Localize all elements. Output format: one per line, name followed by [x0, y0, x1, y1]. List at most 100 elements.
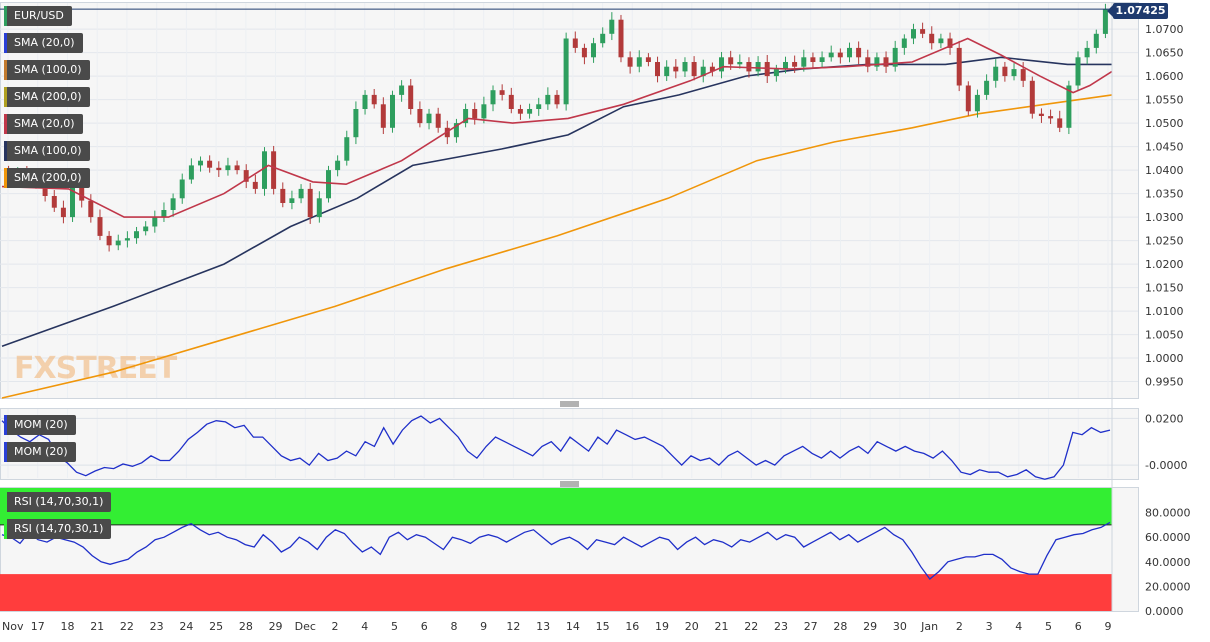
candle-body	[188, 165, 194, 180]
x-tick-label: 8	[450, 620, 457, 633]
candle-body	[216, 167, 222, 171]
candle-body	[709, 66, 715, 72]
candle-body	[390, 94, 395, 128]
candle-body	[627, 57, 633, 67]
price-tick-label: 1.0400	[1145, 164, 1184, 177]
x-tick-label: 18	[60, 620, 74, 633]
x-tick-label: Nov	[2, 620, 24, 633]
candle-body	[572, 38, 578, 48]
candle-body	[517, 109, 523, 114]
candle-body	[344, 137, 350, 161]
price-tick-label: 1.0250	[1145, 235, 1184, 248]
x-tick-label: 12	[506, 620, 520, 633]
legend-sma100-b[interactable]: SMA (100,0)	[4, 141, 90, 161]
last-price-tag: 1.07425	[1107, 3, 1168, 19]
sma20-line	[1, 37, 1113, 218]
watermark-logo: FXSTREET	[14, 351, 178, 386]
x-tick-label: 20	[685, 620, 699, 633]
candle-body	[426, 113, 432, 124]
candle-body	[920, 29, 926, 34]
price-tick-label: 1.0600	[1145, 70, 1184, 83]
candle-body	[179, 179, 185, 199]
candle-body	[42, 181, 48, 196]
legend-sma200[interactable]: SMA (200,0)	[4, 87, 90, 107]
price-tick-label: 1.0700	[1145, 23, 1184, 36]
candle-body	[810, 57, 816, 62]
price-panel	[0, 2, 1139, 399]
legend-sma20-b[interactable]: SMA (20,0)	[4, 114, 83, 134]
mom-tick-label: 0.0200	[1145, 412, 1184, 425]
x-tick-label: 29	[269, 620, 283, 633]
candle-body	[70, 184, 75, 218]
candle-body	[691, 62, 697, 77]
candle-body	[298, 188, 304, 199]
legend-symbol[interactable]: EUR/USD	[4, 6, 72, 26]
rsi-tick-label: 40.0000	[1145, 556, 1191, 569]
legend-sma20[interactable]: SMA (20,0)	[4, 33, 83, 53]
x-tick-label: 28	[239, 620, 253, 633]
candle-body	[984, 80, 990, 95]
price-mom-splitter[interactable]	[560, 401, 579, 407]
candle-body	[152, 217, 158, 227]
rsi-tick-label: 20.0000	[1145, 580, 1191, 593]
x-tick-label: 24	[179, 620, 193, 633]
candle-body	[1075, 57, 1081, 86]
legend-mom-b[interactable]: MOM (20)	[4, 442, 76, 462]
candle-body	[527, 109, 533, 114]
price-tick-label: 1.0150	[1145, 282, 1184, 295]
candle-body	[874, 57, 880, 67]
rsi-oversold-zone	[0, 574, 1112, 611]
rsi-line	[1, 521, 1111, 580]
rsi-tick-label: 0.0000	[1145, 605, 1184, 618]
candle-body	[453, 123, 459, 138]
legend-sma200-b[interactable]: SMA (200,0)	[4, 168, 90, 188]
candle-body	[1057, 118, 1063, 128]
candle-body	[755, 62, 761, 72]
x-tick-label: Jan	[920, 620, 938, 633]
candle-body	[51, 196, 57, 208]
rsi-overbought-zone	[0, 488, 1112, 525]
candle-body	[655, 62, 660, 77]
mom-rsi-splitter[interactable]	[560, 481, 579, 487]
candle-body	[307, 188, 313, 218]
candle-body	[545, 94, 551, 105]
x-tick-label: 19	[655, 620, 669, 633]
candle-body	[435, 113, 441, 128]
legend-rsi-b[interactable]: RSI (14,70,30,1)	[4, 519, 112, 539]
price-tick-label: 1.0200	[1145, 258, 1184, 271]
candle-body	[472, 109, 478, 119]
x-tick-label: 17	[31, 620, 45, 633]
momentum-line	[1, 415, 1111, 480]
candle-body	[408, 85, 414, 109]
candle-body	[234, 165, 240, 171]
candle-body	[1066, 85, 1072, 128]
x-tick-label: 27	[804, 620, 818, 633]
candle-body	[664, 66, 670, 77]
candle-body	[97, 217, 103, 236]
candle-body	[198, 160, 203, 166]
mom-tick-label: -0.0000	[1145, 459, 1187, 472]
candle-body	[362, 94, 368, 109]
candle-body	[792, 62, 798, 67]
x-tick-label: 28	[833, 620, 847, 633]
candle-body	[481, 104, 487, 119]
candle-body	[207, 160, 213, 168]
candle-body	[700, 66, 706, 77]
candle-body	[536, 104, 542, 109]
x-tick-label: 2	[956, 620, 963, 633]
price-tick-label: 1.0650	[1145, 47, 1184, 60]
legend-sma100[interactable]: SMA (100,0)	[4, 60, 90, 80]
candle-body	[380, 104, 386, 128]
x-tick-label: 6	[1075, 620, 1082, 633]
legend-rsi[interactable]: RSI (14,70,30,1)	[4, 492, 112, 512]
candle-body	[600, 33, 606, 44]
x-tick-label: 22	[744, 620, 758, 633]
legend-mom[interactable]: MOM (20)	[4, 415, 76, 435]
candle-body	[289, 198, 295, 203]
candle-body	[581, 47, 587, 58]
candle-body	[719, 57, 724, 72]
candle-body	[993, 66, 999, 81]
candle-body	[243, 170, 249, 182]
